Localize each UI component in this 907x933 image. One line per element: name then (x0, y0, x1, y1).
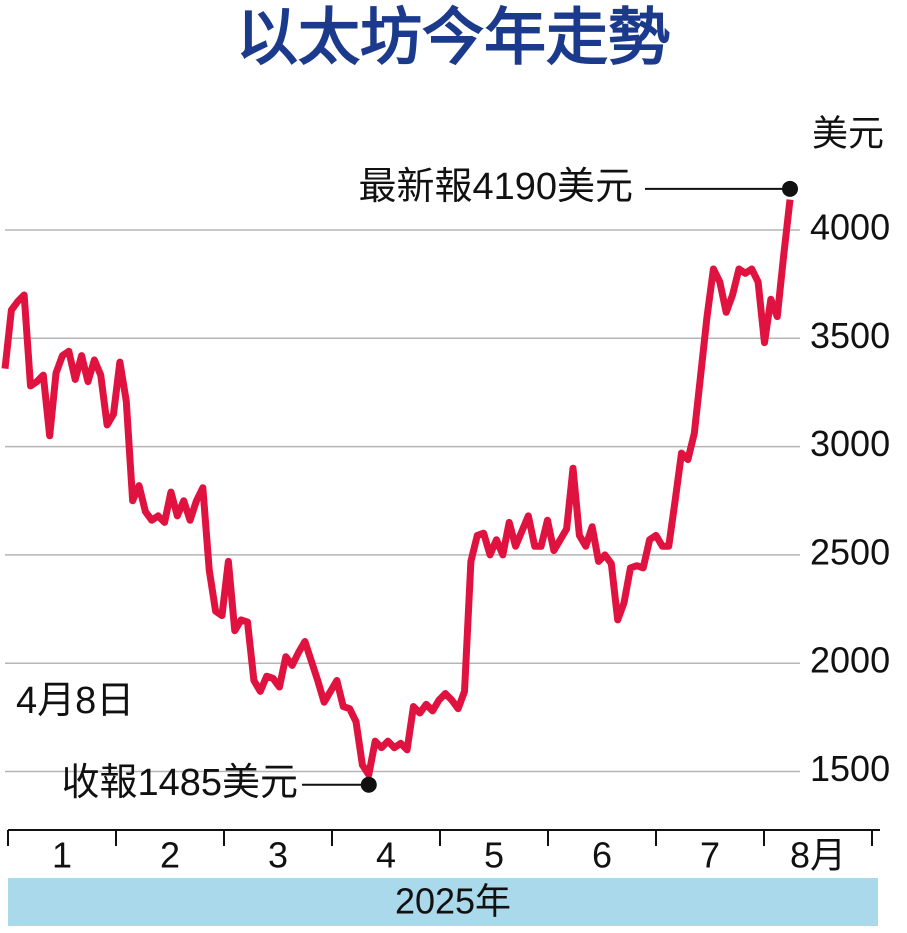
year-band (8, 878, 878, 926)
x-tick-label: 8月 (790, 835, 846, 876)
y-tick-label: 3500 (810, 315, 890, 356)
annotation-date: 4月8日 (16, 680, 134, 722)
x-tick-label: 2 (160, 835, 180, 876)
y-tick-label: 1500 (810, 748, 890, 789)
y-unit: 美元 (812, 113, 884, 154)
x-tick-label: 5 (484, 835, 504, 876)
price-line (1, 199, 794, 779)
x-tick-label: 1 (52, 835, 72, 876)
annotation-dot (782, 180, 798, 197)
annotation: 最新報4190美元 (358, 166, 633, 208)
y-tick-label: 2000 (810, 640, 890, 681)
y-tick-label: 4000 (810, 206, 890, 247)
x-tick-label: 7 (700, 835, 720, 876)
x-tick-label: 6 (592, 835, 612, 876)
y-tick-label: 3000 (810, 423, 890, 464)
y-tick-label: 2500 (810, 531, 890, 572)
x-label: 2025年 (395, 881, 511, 922)
chart-title: 以太坊今年走勢 (236, 3, 670, 72)
x-tick-label: 3 (268, 835, 288, 876)
annotation-dot (360, 776, 377, 793)
x-tick-label: 4 (376, 835, 396, 876)
annotation: 收報1485美元 (61, 762, 298, 804)
